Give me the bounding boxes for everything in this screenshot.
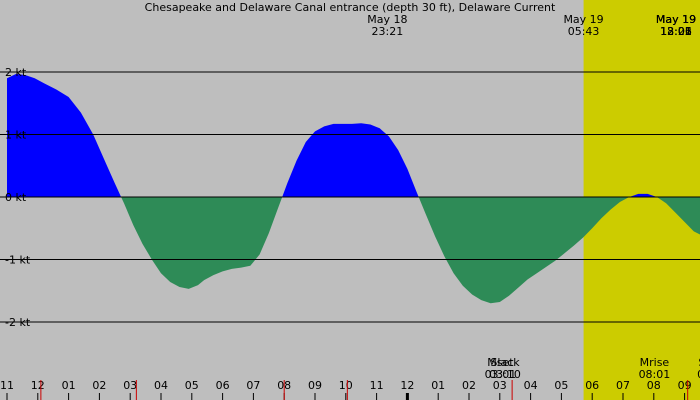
x-tick-label: 12: [31, 379, 45, 392]
bottom-event-name: Mrise: [640, 356, 670, 369]
top-event-date: May 19: [563, 13, 603, 26]
y-tick-label: 2 kt: [5, 66, 27, 79]
bottom-event-time: 03:10: [489, 368, 521, 381]
x-tick-label: 01: [62, 379, 76, 392]
x-tick-label: 05: [554, 379, 568, 392]
top-event-time: 18:02: [660, 25, 692, 38]
y-tick-label: -1 kt: [5, 254, 31, 267]
x-tick-label: 03: [493, 379, 507, 392]
top-event-date: May 18: [367, 13, 407, 26]
chart-title: Chesapeake and Delaware Canal entrance (…: [145, 1, 556, 14]
top-event-date: May 19: [656, 13, 696, 26]
top-event-date: May 19: [656, 13, 696, 26]
y-tick-label: 0 kt: [5, 191, 27, 204]
x-tick-label: 04: [524, 379, 538, 392]
x-tick-label: 11: [0, 379, 14, 392]
bottom-event-labels: Mset03:01Slack03:10Mrise08:01Slack09:55S…: [485, 356, 700, 381]
top-event-time: 05:43: [568, 25, 600, 38]
bottom-event-time: 08:01: [639, 368, 671, 381]
x-tick-label: 09: [308, 379, 322, 392]
ebb-area: [7, 197, 700, 304]
x-tick-label: 12: [400, 379, 414, 392]
bottom-event-time: 09:55: [697, 368, 700, 381]
x-tick-label: 10: [339, 379, 353, 392]
x-tick-label: 04: [154, 379, 168, 392]
y-tick-labels: 2 kt 1 kt 0 kt -1 kt -2 kt: [5, 66, 31, 329]
x-tick-label: 08: [647, 379, 661, 392]
top-event-time: 12:01: [660, 25, 692, 38]
top-event-date: May 19: [656, 13, 696, 26]
top-event-date: May 19: [656, 13, 696, 26]
x-tick-label: 02: [92, 379, 106, 392]
current-area-layer: [7, 73, 700, 304]
bottom-event-name: Mset: [487, 356, 514, 369]
y-tick-label: -2 kt: [5, 316, 31, 329]
flood-area: [7, 73, 700, 197]
x-tick-label: 01: [431, 379, 445, 392]
x-tick-label: 07: [246, 379, 260, 392]
x-tick-label: 02: [462, 379, 476, 392]
bottom-event-time: 03:01: [485, 368, 517, 381]
x-tick-label: 09: [678, 379, 692, 392]
top-event-time: 23:21: [372, 25, 404, 38]
bottom-event-name: Slack: [490, 356, 520, 369]
x-tick-label: 07: [616, 379, 630, 392]
top-event-time: 13:06: [660, 25, 692, 38]
grid-layer: [0, 71, 700, 323]
x-tick-label: 05: [185, 379, 199, 392]
bottom-event-name: Slack: [698, 356, 700, 369]
x-tick-label: 03: [123, 379, 137, 392]
x-tick-label: 06: [585, 379, 599, 392]
x-tick-label: 06: [216, 379, 230, 392]
x-tick-label: 11: [370, 379, 384, 392]
top-event-time: 12:25: [660, 25, 692, 38]
event-markers: [40, 380, 689, 400]
y-tick-label: 1 kt: [5, 129, 27, 142]
